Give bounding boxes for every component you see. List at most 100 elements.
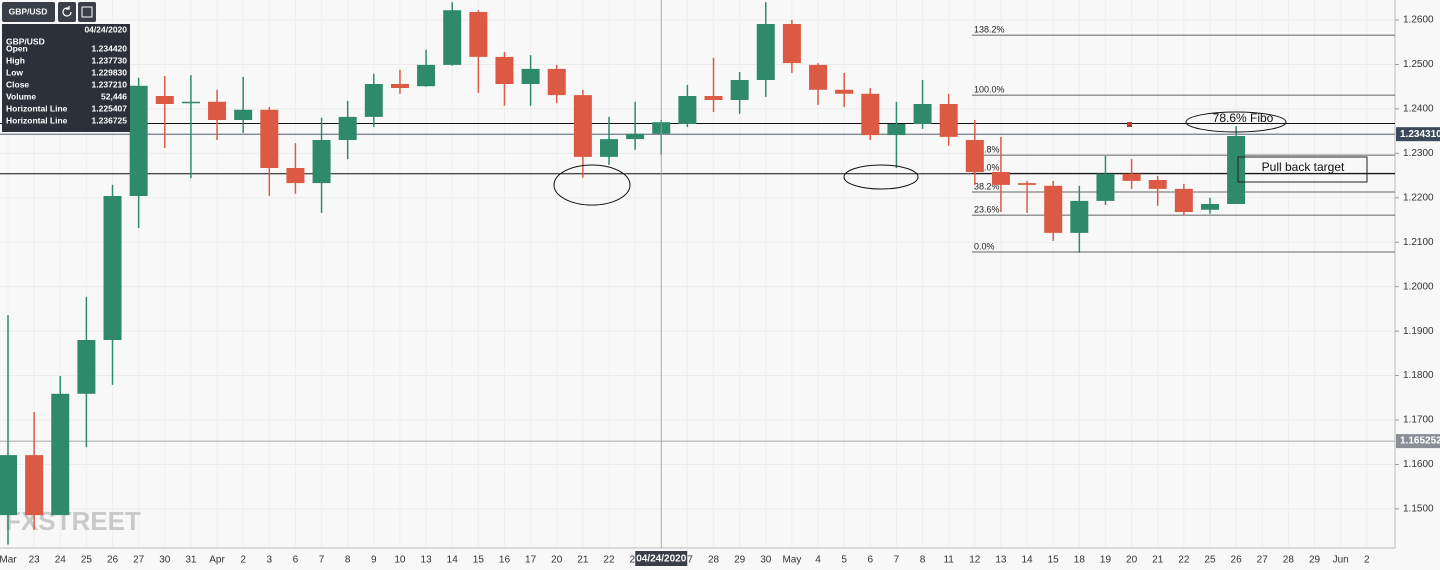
- refresh-button[interactable]: [58, 2, 76, 22]
- candle-body: [704, 96, 723, 100]
- x-tick-label: 14: [1022, 555, 1034, 566]
- candle-body: [1070, 200, 1089, 233]
- candle-body: [626, 133, 645, 140]
- x-tick-label: 4: [815, 555, 821, 566]
- x-tick-label: 25: [1204, 555, 1216, 566]
- candle-body: [782, 24, 801, 64]
- x-tick-label: 13: [995, 555, 1007, 566]
- fib-label: 50.0%: [974, 163, 1000, 173]
- highlight-ellipse: [553, 164, 631, 206]
- candle-body: [181, 101, 200, 104]
- candle-body: [939, 104, 958, 137]
- x-tick-label: 23: [29, 555, 41, 566]
- fib-label: 0.0%: [974, 241, 995, 251]
- x-tick-label: Mar: [0, 555, 17, 566]
- candle-body: [260, 109, 279, 168]
- overlay-lines: 138.2% 100.0% 61.8% 50.0% 38.2% 23.6% 0.0%: [0, 24, 1395, 442]
- highlight-ellipse: [1185, 111, 1287, 133]
- panel-row-name: Horizontal Line: [6, 115, 68, 125]
- candle-body: [1096, 173, 1115, 201]
- panel-row-value: 52,446: [101, 91, 127, 101]
- candle-body: [443, 10, 462, 65]
- x-tick-label: 30: [760, 555, 772, 566]
- panel-row-value: 1.225407: [92, 103, 128, 113]
- x-tick-label: 29: [1309, 555, 1321, 566]
- candles: [0, 2, 1246, 545]
- price-tag-label: 1.234310: [1400, 129, 1440, 140]
- candle-body: [991, 172, 1010, 185]
- panel-row-name: High: [6, 55, 25, 65]
- x-tick-label: 15: [1048, 555, 1060, 566]
- y-tick-label: 1.2200: [1403, 192, 1434, 203]
- x-tick-label: 5: [841, 555, 847, 566]
- x-tick-label: 13: [421, 555, 433, 566]
- panel-row-name: Close: [6, 79, 29, 89]
- x-tick-label: 11: [943, 555, 954, 566]
- candle-body: [809, 64, 828, 90]
- candle-body: [0, 455, 17, 516]
- panel-row-value: 1.234420: [92, 43, 128, 53]
- panel-row-value: 1.236725: [92, 115, 128, 125]
- y-tick-label: 1.2400: [1403, 104, 1434, 115]
- candle-body: [286, 168, 305, 184]
- candle-body: [51, 393, 70, 516]
- x-tick-label: 26: [1231, 555, 1243, 566]
- x-tick-label: 22: [1178, 555, 1190, 566]
- y-tick-label: 1.1900: [1403, 326, 1434, 337]
- candle-body: [678, 96, 697, 124]
- annotation: Pull back target: [1262, 160, 1345, 174]
- candle-body: [312, 140, 331, 184]
- x-tick-label: 18: [1074, 555, 1086, 566]
- candle-body: [129, 85, 148, 196]
- candle-body: [835, 89, 854, 94]
- info-panel: GBP/USD 04/24/2020 GBP/USD Open 1.234420 H…: [2, 2, 130, 132]
- candle-body: [495, 56, 514, 84]
- x-tick-label: 6: [868, 555, 874, 566]
- fib-label: 23.6%: [974, 204, 1000, 214]
- y-tick-label: 1.2300: [1403, 148, 1434, 159]
- candle-body: [861, 93, 880, 136]
- candle-body: [913, 104, 932, 124]
- calendar-button[interactable]: [78, 2, 96, 22]
- candle-body: [547, 68, 566, 96]
- symbol-button[interactable]: [2, 2, 55, 22]
- candle-body: [390, 84, 409, 88]
- calendar-icon: [81, 6, 93, 18]
- y-tick-label: 1.2500: [1403, 59, 1434, 70]
- crosshair-tag: [635, 551, 688, 566]
- panel-date: 04/24/2020: [84, 24, 127, 34]
- axes: 1.1500 1.1600 1.1700 1.1800 1.1900 1.2000 1.21…: [0, 15, 1440, 566]
- candle-body: [887, 124, 906, 136]
- y-tick-label: 1.1600: [1403, 459, 1434, 470]
- x-tick-label: 9: [371, 555, 377, 566]
- panel-row-value: 1.237210: [92, 79, 128, 89]
- panel-row-name: Open: [6, 43, 28, 53]
- panel-row-value: 1.229830: [92, 67, 128, 77]
- x-tick-label: 27: [133, 555, 145, 566]
- x-tick-label: 7: [894, 555, 900, 566]
- x-tick-label: 24: [55, 555, 67, 566]
- candle-body: [25, 455, 44, 516]
- x-tick-label: 6: [293, 555, 299, 566]
- x-tick-label: 20: [1126, 555, 1138, 566]
- candle-body: [1174, 188, 1193, 212]
- x-tick-label: 16: [499, 555, 511, 566]
- candle-body: [1018, 183, 1037, 185]
- candle-body: [364, 84, 383, 117]
- candle-body: [155, 96, 174, 104]
- candle-body: [417, 64, 436, 87]
- x-tick-label: 17: [525, 555, 537, 566]
- y-tick-label: 1.2100: [1403, 237, 1434, 248]
- x-tick-label: 21: [577, 555, 589, 566]
- x-tick-label: 2: [240, 555, 246, 566]
- y-tick-label: 1.2600: [1403, 15, 1434, 26]
- candle-body: [521, 68, 540, 84]
- panel-row-name: Volume: [6, 91, 36, 101]
- candle-body: [338, 116, 357, 140]
- x-tick-label: 20: [551, 555, 563, 566]
- symbol: GBP/USD: [9, 6, 48, 16]
- candle-body: [469, 12, 488, 57]
- x-tick-label: 30: [159, 555, 171, 566]
- panel-row-value: 1.237730: [92, 55, 128, 65]
